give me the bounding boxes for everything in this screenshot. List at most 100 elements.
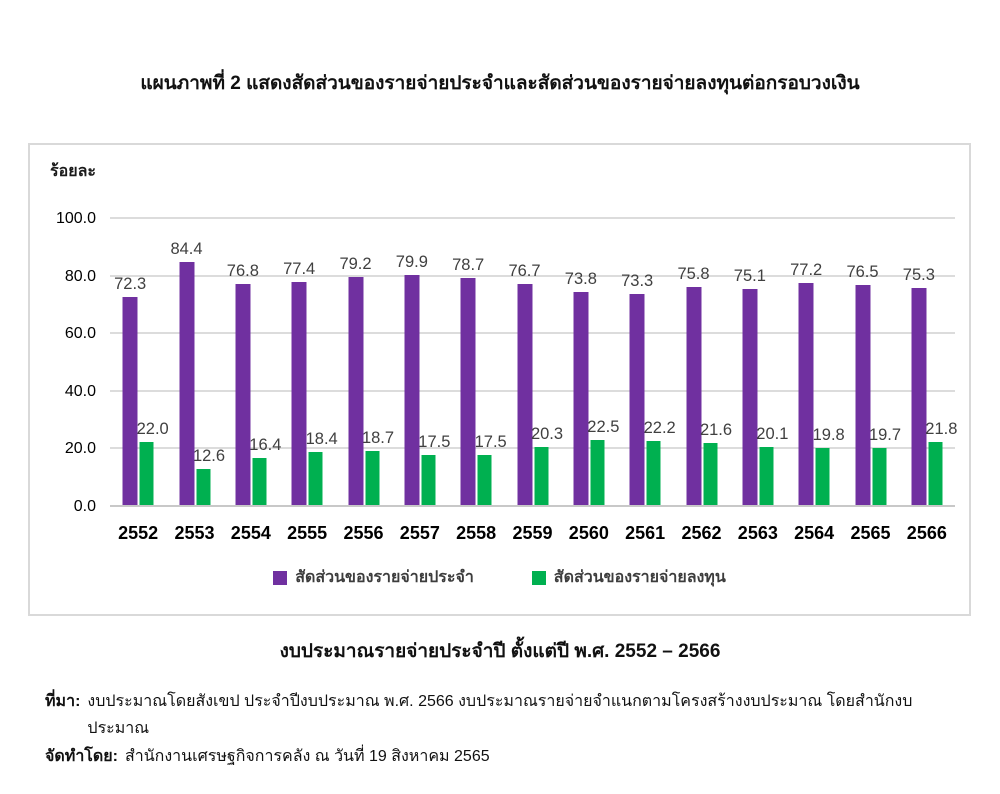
y-axis-unit-label: ร้อยละ bbox=[50, 163, 96, 180]
bar-recurrent-2552: 72.3 bbox=[114, 275, 146, 505]
prepared-by-row: จัดทำโดย: สำนักงานเศรษฐกิจการคลัง ณ วันท… bbox=[45, 743, 960, 770]
x-tick-label-2553: 2553 bbox=[174, 523, 215, 543]
bar-group-2561: 73.3 22.2 bbox=[621, 217, 676, 505]
x-tick-label-2558: 2558 bbox=[456, 523, 497, 543]
bar-value-label: 18.4 bbox=[305, 430, 338, 449]
legend-label-investment: สัดส่วนของรายจ่ายลงทุน bbox=[553, 569, 726, 586]
bar-value-label: 76.7 bbox=[508, 262, 541, 281]
bar-value-label: 76.8 bbox=[226, 261, 259, 280]
bar-group-2554: 76.8 16.4 bbox=[227, 217, 281, 505]
source-label: ที่มา: bbox=[45, 693, 81, 710]
bar-group-2556: 79.2 18.7 bbox=[339, 217, 394, 505]
gridline-40: 40.0 bbox=[65, 383, 955, 400]
legend-item-investment: สัดส่วนของรายจ่ายลงทุน bbox=[531, 565, 726, 590]
bar-group-2564: 77.2 19.8 bbox=[790, 217, 845, 505]
bar-value-label: 21.8 bbox=[925, 420, 958, 439]
bar-value-label: 12.6 bbox=[192, 446, 226, 465]
x-tick-label-2562: 2562 bbox=[681, 523, 722, 543]
bar-investment-2560: 22.5 bbox=[587, 418, 619, 505]
bar-recurrent-2562: 75.8 bbox=[677, 265, 710, 505]
bar-value-label: 84.4 bbox=[170, 239, 203, 258]
bar-investment-2562: 21.6 bbox=[700, 421, 732, 505]
bar-recurrent-2566: 75.3 bbox=[903, 266, 935, 505]
bar-group-2565: 76.5 19.7 bbox=[846, 217, 901, 505]
gridline-0: 0.0 bbox=[74, 498, 955, 515]
bar-recurrent-2565: 76.5 bbox=[846, 263, 879, 505]
bar-value-label: 76.5 bbox=[846, 262, 879, 281]
chart-container: ร้อยละ 100.0 80.0 60.0 40.0 20.0 0.0 72.3 22.0 8… bbox=[28, 143, 971, 616]
bar-group-2558: 78.7 17.5 bbox=[452, 217, 507, 505]
source-block: ที่มา: งบประมาณโดยสังเขป ประจำปีงบประมาณ… bbox=[45, 688, 960, 770]
bar-group-2555: 77.4 18.4 bbox=[283, 217, 338, 505]
bar-value-label: 73.8 bbox=[564, 270, 597, 289]
y-tick-label: 100.0 bbox=[55, 210, 96, 227]
x-tick-label-2555: 2555 bbox=[287, 523, 328, 543]
legend-swatch-investment bbox=[531, 570, 546, 585]
bar-group-2559: 76.7 20.3 bbox=[508, 217, 563, 505]
bar-value-label: 77.4 bbox=[283, 260, 316, 279]
bar-investment-2563: 20.1 bbox=[756, 425, 788, 505]
prepared-by-text: สำนักงานเศรษฐกิจการคลัง ณ วันที่ 19 สิงห… bbox=[124, 748, 490, 765]
bar-recurrent-2564: 77.2 bbox=[790, 261, 822, 505]
prepared-by-label: จัดทำโดย: bbox=[45, 748, 118, 765]
bar-recurrent-2561: 73.3 bbox=[621, 272, 653, 505]
y-tick-label: 40.0 bbox=[64, 382, 96, 400]
y-tick-label: 0.0 bbox=[73, 498, 96, 515]
bar-value-label: 75.1 bbox=[733, 266, 766, 285]
x-tick-label-2563: 2563 bbox=[737, 523, 778, 543]
x-tick-label-2565: 2565 bbox=[850, 523, 891, 543]
bar-value-label: 72.3 bbox=[114, 274, 147, 293]
bar-recurrent-2555: 77.4 bbox=[283, 260, 315, 505]
bar-value-label: 19.7 bbox=[868, 426, 902, 445]
x-axis-labels: 2552 2553 2554 2555 2556 2557 2558 2559 2560 2561… bbox=[110, 523, 955, 551]
bar-investment-2561: 22.2 bbox=[644, 419, 676, 505]
x-tick-label-2552: 2552 bbox=[118, 523, 159, 543]
bar-group-2560: 73.8 22.5 bbox=[565, 217, 619, 505]
page-title: แผนภาพที่ 2 แสดงสัดส่วนของรายจ่ายประจำแล… bbox=[140, 73, 860, 94]
bar-group-2557: 79.9 17.5 bbox=[396, 217, 450, 505]
bar-recurrent-2556: 79.2 bbox=[339, 255, 372, 505]
bar-value-label: 17.5 bbox=[474, 432, 507, 451]
bar-recurrent-2554: 76.8 bbox=[227, 262, 259, 505]
bar-value-label: 20.1 bbox=[756, 425, 789, 444]
bar-value-label: 77.2 bbox=[790, 260, 823, 279]
bar-investment-2565: 19.7 bbox=[869, 426, 901, 505]
bar-investment-2557: 17.5 bbox=[418, 433, 450, 505]
bar-investment-2553: 12.6 bbox=[193, 447, 225, 505]
x-tick-label-2559: 2559 bbox=[512, 523, 553, 543]
bar-investment-2559: 20.3 bbox=[531, 425, 563, 505]
bar-value-label: 18.7 bbox=[361, 429, 395, 448]
bar-investment-2564: 19.8 bbox=[813, 426, 845, 505]
legend-swatch-recurrent bbox=[273, 570, 288, 585]
gridline-20: 20.0 bbox=[65, 440, 955, 457]
x-tick-label-2566: 2566 bbox=[906, 523, 947, 543]
plot-area: 100.0 80.0 60.0 40.0 20.0 0.0 72.3 22.0 84.4 12.6… bbox=[56, 210, 957, 515]
bar-value-label: 22.0 bbox=[136, 419, 169, 438]
bar-investment-2556: 18.7 bbox=[362, 429, 394, 505]
y-tick-label: 20.0 bbox=[64, 440, 96, 458]
bar-value-label: 19.8 bbox=[812, 425, 845, 444]
bar-value-label: 20.3 bbox=[530, 424, 564, 443]
bar-value-label: 79.2 bbox=[339, 254, 372, 273]
x-tick-label-2560: 2560 bbox=[568, 523, 609, 543]
y-tick-label: 80.0 bbox=[64, 267, 96, 285]
bar-recurrent-2563: 75.1 bbox=[734, 267, 766, 505]
bar-recurrent-2553: 84.4 bbox=[170, 240, 203, 505]
source-text: งบประมาณโดยสังเขป ประจำปีงบประมาณ พ.ศ. 2… bbox=[87, 693, 913, 737]
bar-recurrent-2558: 78.7 bbox=[452, 256, 484, 505]
bar-group-2552: 72.3 22.0 bbox=[114, 217, 169, 505]
bar-value-label: 16.4 bbox=[249, 435, 282, 454]
legend-label-recurrent: สัดส่วนของรายจ่ายประจำ bbox=[295, 569, 474, 586]
gridline-100: 100.0 bbox=[56, 210, 955, 227]
x-tick-label-2554: 2554 bbox=[230, 523, 271, 543]
source-row: ที่มา: งบประมาณโดยสังเขป ประจำปีงบประมาณ… bbox=[45, 688, 960, 742]
chart-caption: งบประมาณรายจ่ายประจำปี ตั้งแต่ปี พ.ศ. 25… bbox=[279, 641, 721, 662]
legend: สัดส่วนของรายจ่ายประจำ สัดส่วนของรายจ่าย… bbox=[30, 565, 969, 590]
bar-value-label: 22.5 bbox=[587, 418, 620, 437]
bar-investment-2566: 21.8 bbox=[925, 420, 957, 505]
gridline-60: 60.0 bbox=[65, 325, 955, 342]
bar-value-label: 73.3 bbox=[621, 271, 654, 290]
legend-item-recurrent: สัดส่วนของรายจ่ายประจำ bbox=[273, 565, 474, 590]
x-tick-label-2564: 2564 bbox=[794, 523, 835, 543]
bar-value-label: 79.9 bbox=[395, 252, 428, 271]
